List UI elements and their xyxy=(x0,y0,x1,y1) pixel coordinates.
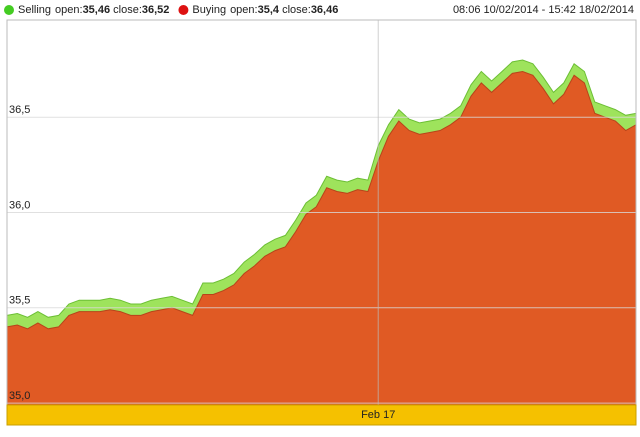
legend-text: 36,52 xyxy=(142,4,170,16)
y-tick-label: 35,0 xyxy=(9,390,30,402)
legend-text: 35,46 xyxy=(83,4,111,16)
area-line xyxy=(6,70,637,330)
legend-entry: Buying open:35,4 close:36,46 xyxy=(192,4,338,16)
x-tick-label: Feb 17 xyxy=(361,409,395,421)
legend-text: 35,4 xyxy=(258,4,280,16)
legend-text: close: xyxy=(110,4,142,16)
y-tick-label: 36,5 xyxy=(9,104,30,116)
date-range: 08:06 10/02/2014 - 15:42 18/02/2014 xyxy=(453,4,634,16)
area xyxy=(7,71,636,405)
legend-text: open: xyxy=(230,4,258,16)
y-tick-label: 35,5 xyxy=(9,295,30,307)
legend-text: 36,46 xyxy=(311,4,339,16)
legend: Selling open:35,46 close:36,52 Buying open:… xyxy=(4,4,338,16)
legend-marker xyxy=(178,5,189,15)
plot-area xyxy=(6,20,637,405)
area-line xyxy=(6,59,637,318)
y-tick-label: 36,0 xyxy=(9,199,30,211)
legend-text: close: xyxy=(279,4,311,16)
legend-marker xyxy=(4,5,14,15)
legend-entry: Selling open:35,46 close:36,52 xyxy=(18,4,169,16)
legend-text: Selling xyxy=(18,4,51,16)
x-axis-bar xyxy=(6,404,637,426)
legend-text: open: xyxy=(55,4,83,16)
legend-text: Buying xyxy=(192,4,226,16)
